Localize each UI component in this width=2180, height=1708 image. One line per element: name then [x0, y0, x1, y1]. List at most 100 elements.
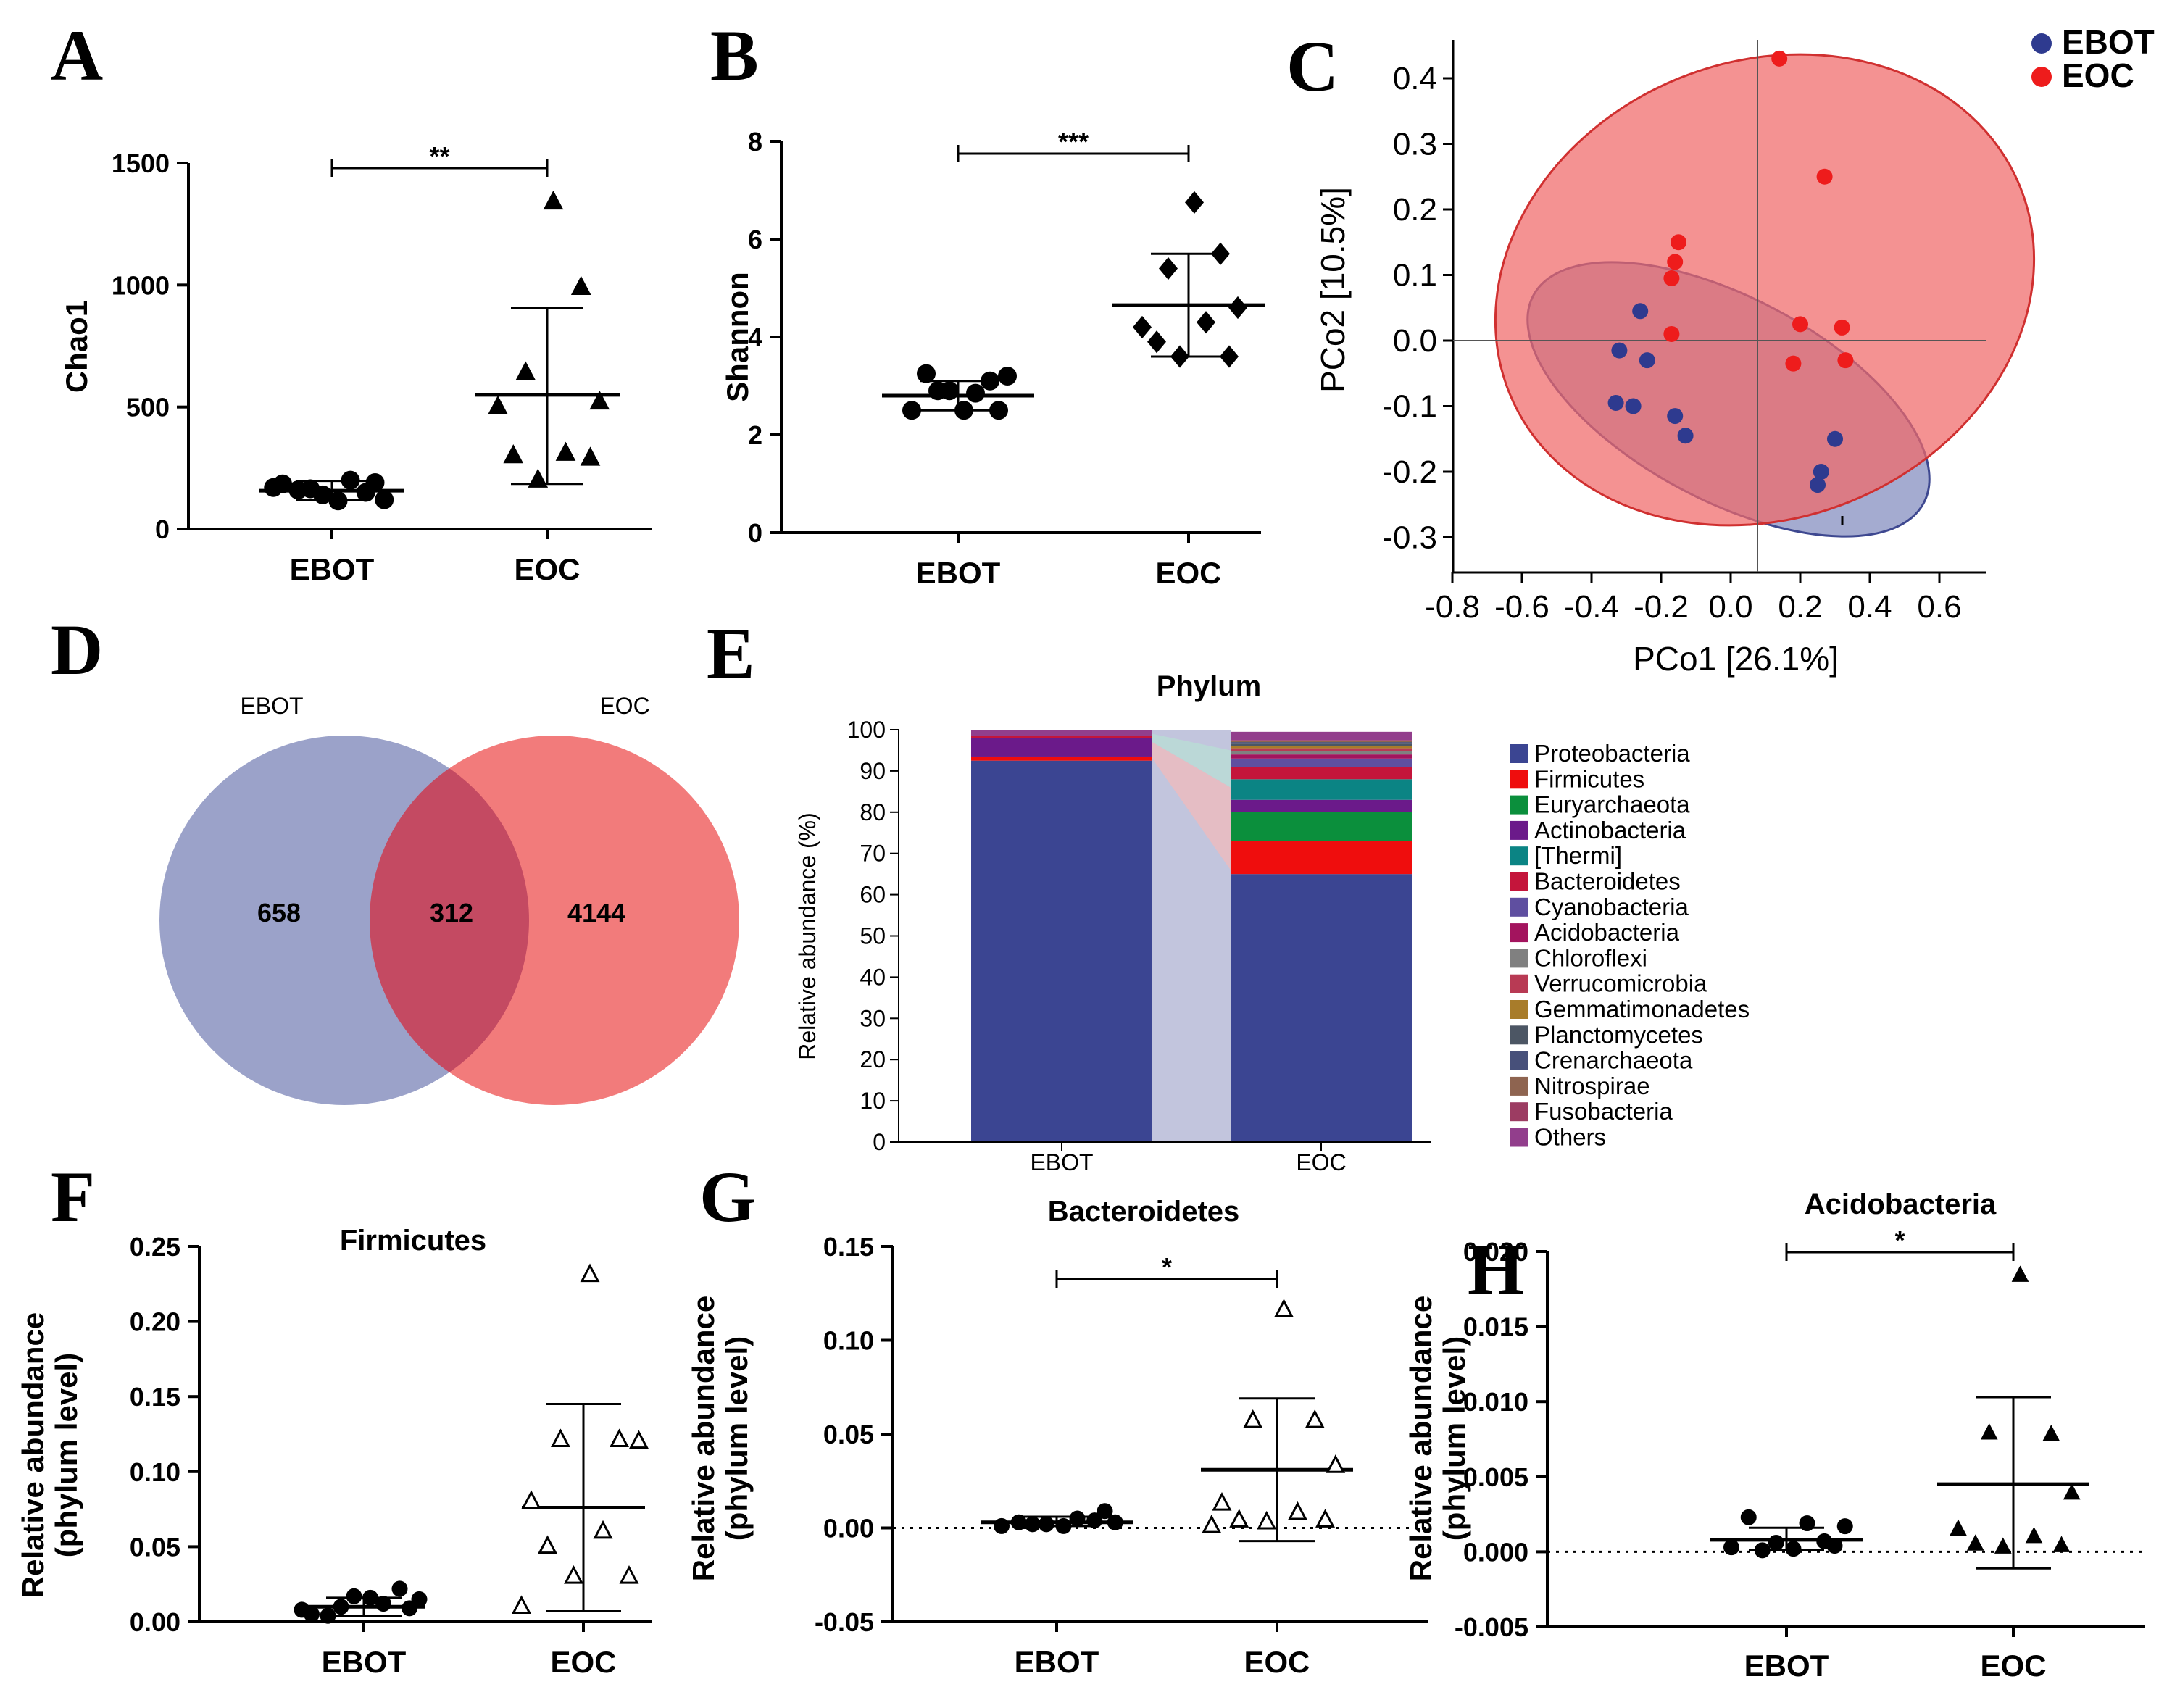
data-point-ebot: [989, 401, 1008, 420]
data-point-ebot: [1768, 1534, 1784, 1551]
bar-segment-chloroflexi: [1231, 751, 1412, 755]
y-tick-label: 70: [860, 841, 886, 867]
legend-label: Fusobacteria: [1534, 1098, 1673, 1125]
data-point-eoc: [528, 468, 549, 488]
data-point-eoc: [1671, 234, 1686, 251]
flow-wedge: [1152, 742, 1231, 870]
data-point-eoc: [1159, 257, 1178, 280]
legend-label-eoc: EOC: [2062, 57, 2134, 94]
x-tick-label: EBOT: [322, 1645, 407, 1679]
data-point-ebot: [1667, 408, 1684, 425]
y-tick-label: 90: [860, 758, 886, 784]
x-tick-label: -0.2: [1634, 589, 1689, 625]
y-tick-label: 100: [847, 717, 886, 743]
legend-label: Gemmatimonadetes: [1534, 996, 1750, 1022]
data-point-eoc: [2011, 1265, 2029, 1282]
data-point-eoc: [1966, 1534, 1984, 1551]
data-point-ebot: [1810, 477, 1826, 493]
data-point-eoc: [1792, 316, 1808, 333]
data-point-ebot: [1097, 1503, 1113, 1520]
bar-segment-thermi: [1231, 779, 1412, 800]
data-point-eoc: [2063, 1483, 2081, 1500]
y-tick-label: 0: [873, 1129, 886, 1155]
y-tick-label: 0.15: [130, 1382, 180, 1412]
y-tick-label: 0.015: [1463, 1312, 1528, 1342]
bar-segment-proteobacteria: [971, 760, 1152, 1142]
x-tick-label: 0.6: [1917, 589, 1961, 625]
significance-stars: **: [429, 141, 449, 171]
y-tick-label: -0.005: [1455, 1612, 1528, 1642]
x-tick-label: EOC: [550, 1645, 616, 1679]
y-tick-label: 10: [860, 1088, 886, 1114]
significance-stars: ***: [1058, 127, 1089, 157]
data-point-eoc: [1274, 1299, 1294, 1317]
data-point-ebot: [1607, 394, 1624, 411]
data-point-ebot: [966, 383, 985, 403]
bar-segment-verrucomicrobia: [1231, 748, 1412, 751]
data-point-ebot: [981, 371, 999, 391]
panel-h: H Acidobacteria -0.005 0.000 0.005 0.010 0.015…: [1404, 1188, 2145, 1683]
legend-swatch: [1510, 846, 1528, 866]
data-point-eoc: [1994, 1537, 2012, 1554]
y-tick-label: 1000: [112, 270, 170, 300]
x-tick-label: EOC: [1155, 556, 1221, 590]
data-point-ebot: [264, 478, 283, 497]
bar-segment-firmicutes: [971, 756, 1152, 761]
data-point-eoc: [1305, 1409, 1325, 1428]
data-point-eoc: [2052, 1536, 2071, 1552]
legend-label: Firmicutes: [1534, 765, 1644, 792]
data-point-ebot: [402, 1600, 417, 1617]
data-point-ebot: [1069, 1510, 1086, 1527]
data-point-eoc: [503, 443, 524, 464]
y-tick-label: 0.05: [823, 1420, 874, 1449]
y-tick-label: 0.00: [130, 1607, 180, 1637]
data-point-ebot: [1086, 1512, 1103, 1529]
bar-segment-others: [1231, 731, 1412, 741]
data-point-ebot: [1836, 1518, 1853, 1535]
x-tick-label: -0.8: [1425, 589, 1480, 625]
data-point-ebot: [1827, 430, 1843, 447]
legend-swatch-eoc: [2031, 67, 2052, 87]
panel-label-f: F: [51, 1157, 95, 1237]
data-point-ebot: [954, 401, 973, 420]
x-tick-label: 0.0: [1708, 589, 1752, 625]
y-tick-label: 0.05: [130, 1532, 180, 1562]
data-point-eoc: [1197, 311, 1215, 334]
legend-swatch: [1510, 1076, 1528, 1096]
data-point-ebot: [391, 1580, 408, 1597]
x-tick-label: 0.4: [1847, 589, 1892, 625]
data-point-ebot: [294, 1601, 310, 1618]
panel-label-a: A: [51, 15, 103, 96]
data-point-eoc: [1837, 352, 1854, 369]
x-tick-label: EOC: [1244, 1645, 1310, 1679]
data-point-eoc: [610, 1428, 629, 1448]
data-point-ebot: [365, 473, 385, 493]
legend-swatch: [1510, 1051, 1528, 1070]
data-point-eoc: [543, 190, 564, 210]
y-tick-label: 0.000: [1463, 1537, 1528, 1567]
data-point-ebot: [341, 470, 360, 490]
data-point-eoc: [1288, 1501, 1307, 1520]
data-point-ebot: [346, 1588, 362, 1604]
legend-swatch: [1510, 923, 1528, 943]
y-tick-label: 0.3: [1393, 127, 1437, 162]
data-point-ebot: [288, 480, 308, 500]
data-point-eoc: [521, 1490, 541, 1509]
data-point-eoc: [1212, 1491, 1232, 1511]
data-point-eoc: [580, 446, 601, 466]
data-point-ebot: [328, 491, 348, 511]
data-point-ebot: [1024, 1516, 1041, 1533]
y-tick-label: 0.010: [1463, 1387, 1528, 1417]
panel-label-b: B: [710, 15, 759, 96]
legend-swatch: [1510, 1025, 1528, 1045]
data-point-ebot: [313, 485, 333, 504]
y-axis-label-2: (phylum level): [1437, 1336, 1471, 1541]
venn-overlap: [370, 768, 529, 1072]
y-axis-label-2: (phylum level): [49, 1353, 83, 1557]
y-tick-label: 80: [860, 799, 886, 825]
bar-segment-bacteroidetes: [1231, 767, 1412, 780]
data-point-ebot: [375, 490, 394, 509]
data-point-ebot: [320, 1607, 336, 1624]
data-point-ebot: [1740, 1509, 1757, 1525]
data-point-ebot: [902, 401, 921, 420]
